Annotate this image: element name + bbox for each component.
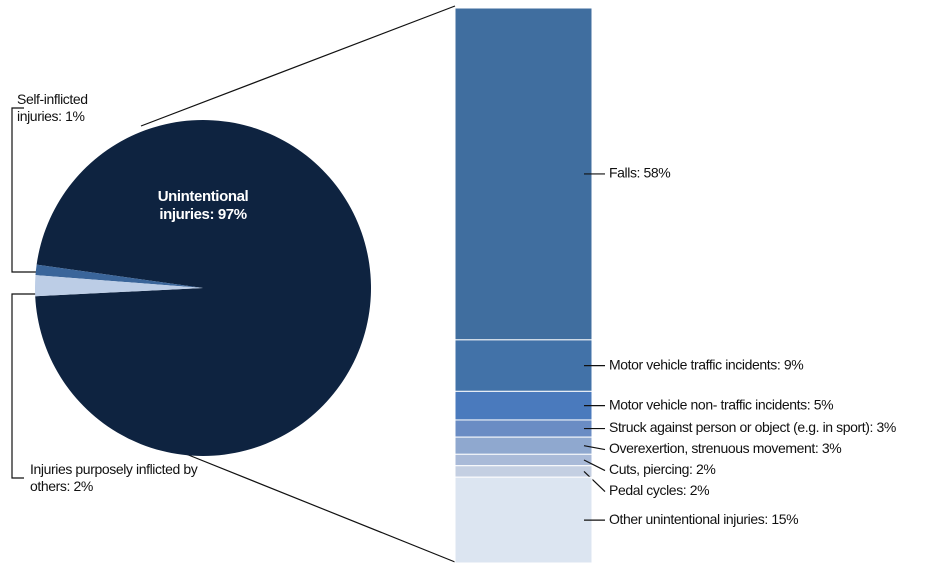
pie-slice bbox=[35, 120, 371, 457]
bar-label: Cuts, piercing: 2% bbox=[609, 461, 715, 477]
pie-label: Unintentional injuries: 97% bbox=[157, 188, 249, 223]
bracket bbox=[11, 293, 36, 479]
bar-segment bbox=[454, 465, 593, 478]
bar-segment bbox=[454, 419, 593, 438]
bar-segment bbox=[454, 453, 593, 467]
leader-line bbox=[583, 445, 606, 451]
bar-segment bbox=[454, 7, 593, 341]
bar-label: Overexertion, strenuous movement: 3% bbox=[609, 440, 841, 456]
bracket bbox=[11, 107, 36, 273]
leader-line bbox=[583, 471, 606, 492]
connector-line bbox=[185, 453, 456, 563]
bar-segment bbox=[454, 339, 593, 392]
pie-label: Injuries purposely inflicted by others: … bbox=[30, 461, 198, 494]
bar-label: Struck against person or object (e.g. in… bbox=[609, 419, 896, 435]
bar-label: Other unintentional injuries: 15% bbox=[609, 511, 798, 527]
bar-segment bbox=[454, 436, 593, 455]
bar-label: Pedal cycles: 2% bbox=[609, 482, 709, 498]
pie-slice bbox=[34, 275, 203, 297]
bar-segment bbox=[454, 476, 593, 563]
bar-label: Falls: 58% bbox=[609, 165, 670, 181]
connector-line bbox=[140, 5, 456, 127]
bar-segment bbox=[454, 390, 593, 421]
leader-line bbox=[583, 459, 606, 472]
bar-label: Motor vehicle non- traffic incidents: 5% bbox=[609, 396, 833, 412]
pie-label: Self-inflicted injuries: 1% bbox=[17, 91, 88, 124]
pie-slice bbox=[35, 264, 204, 288]
bar-label: Motor vehicle traffic incidents: 9% bbox=[609, 356, 803, 372]
